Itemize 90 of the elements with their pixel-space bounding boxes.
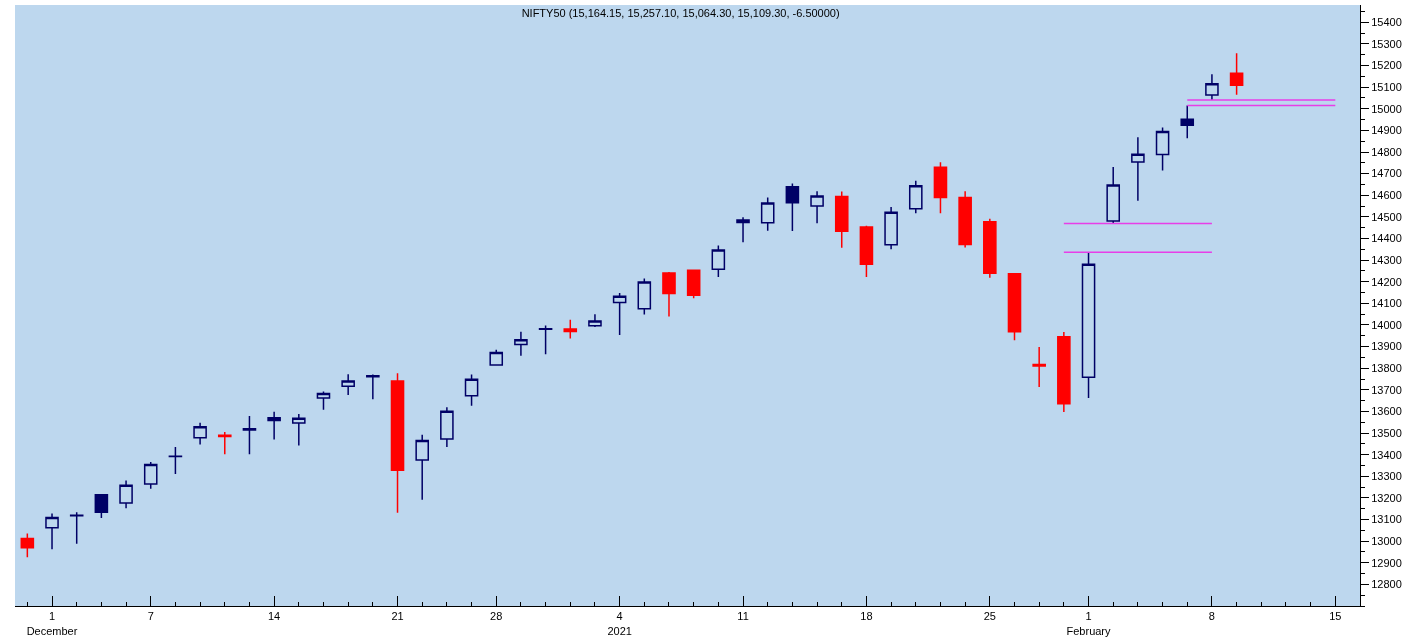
candlestick: [1106, 166, 1121, 225]
candlestick: [69, 511, 84, 545]
candlestick: [415, 434, 429, 501]
y-tick-label: 15200: [1371, 59, 1402, 72]
y-tick-label: 13600: [1371, 405, 1402, 418]
y-tick-label: 15400: [1371, 16, 1402, 29]
candlestick: [637, 277, 652, 316]
candlestick: [1032, 346, 1046, 388]
y-tick-label: 13700: [1371, 383, 1402, 396]
candlestick: [316, 390, 331, 411]
candlestick: [1180, 104, 1195, 139]
candlestick: [94, 493, 109, 519]
candlestick: [1229, 52, 1244, 96]
y-tick-label: 14100: [1371, 297, 1402, 310]
x-tick-label: 8: [1208, 610, 1215, 623]
candlestick: [563, 319, 578, 340]
candlestick: [168, 446, 183, 475]
candlestick: [143, 461, 158, 490]
y-tick-label: 14500: [1371, 210, 1402, 223]
x-tick-label: 1 February: [1066, 610, 1112, 637]
candlestick: [242, 415, 257, 455]
candlestick: [612, 292, 627, 336]
candlestick: [1155, 126, 1170, 172]
candlestick: [662, 271, 676, 318]
candlestick: [1205, 73, 1219, 101]
candlestick: [464, 373, 479, 407]
candlestick: [958, 190, 972, 249]
candlestick: [514, 331, 528, 357]
candlestick: [366, 373, 380, 401]
x-tick-label: 15: [1329, 610, 1342, 623]
candlestick: [440, 406, 454, 448]
x-tick-label: 11: [737, 610, 749, 623]
x-tick-label: 21: [391, 610, 404, 623]
y-tick-label: 15100: [1371, 81, 1402, 93]
y-tick-label: 14000: [1371, 318, 1402, 331]
x-tick-label: 14: [268, 610, 281, 623]
x-tick-label: 4 2021: [607, 610, 632, 637]
x-tick-label: 25: [983, 610, 996, 623]
candlestick: [267, 411, 281, 441]
candlestick: [1057, 331, 1071, 413]
y-tick-label: 15000: [1371, 102, 1402, 115]
candlestick: [859, 224, 874, 278]
y-tick-label: 12800: [1371, 578, 1402, 591]
y-tick-label: 13200: [1371, 491, 1402, 504]
candlestick: [686, 268, 701, 300]
y-tick-label: 14400: [1371, 232, 1402, 245]
candlestick: [908, 180, 923, 214]
y-tick-label: 14700: [1371, 167, 1402, 180]
candlestick: [390, 372, 405, 514]
x-tick-label: 18: [860, 610, 873, 623]
candlestick: [760, 196, 775, 232]
candlestick: [20, 532, 35, 558]
x-tick-label: 7: [147, 610, 154, 623]
candlestick: [489, 349, 504, 367]
y-tick-label: 14300: [1371, 253, 1402, 266]
x-tick-label: 1 December: [26, 610, 78, 637]
candlestick: [834, 190, 849, 249]
candlestick: [785, 182, 800, 232]
candlestick: [1131, 136, 1145, 202]
y-tick-label: 13900: [1371, 340, 1402, 353]
y-tick-label: 14600: [1371, 189, 1402, 202]
candlestick: [588, 313, 602, 328]
candlestick: [193, 421, 207, 446]
candlestick: [711, 244, 726, 278]
candlestick: [45, 512, 59, 550]
y-tick-label: 13800: [1371, 362, 1402, 375]
y-tick-label: 14200: [1371, 275, 1402, 288]
candlestick: [983, 218, 997, 279]
candlestick: [884, 206, 898, 251]
chart-title: NIFTY50 (15,164.15, 15,257.10, 15,064.30, 15,109.30, -6.50000): [521, 7, 840, 20]
y-tick-label: 13300: [1371, 470, 1402, 483]
candlestick: [341, 373, 355, 396]
y-tick-label: 12900: [1371, 556, 1402, 569]
candlestick: [538, 324, 553, 356]
x-tick-label: 28: [490, 610, 503, 623]
candlestick: [736, 216, 750, 243]
candlestick: [217, 431, 232, 455]
candlestick: [1081, 251, 1096, 399]
candlestick: [292, 413, 306, 447]
y-tick-label: 14800: [1371, 145, 1402, 158]
candlestick: [1007, 272, 1022, 342]
candlestick: [119, 479, 133, 510]
y-tick-label: 13500: [1371, 426, 1402, 439]
y-tick-label: 15300: [1371, 37, 1402, 50]
candlestick: [810, 190, 824, 224]
y-tick-label: 13100: [1371, 513, 1402, 526]
y-tick-label: 13400: [1371, 448, 1402, 461]
candlestick: [933, 161, 948, 214]
y-tick-label: 13000: [1371, 534, 1402, 547]
y-tick-label: 14900: [1371, 124, 1402, 137]
